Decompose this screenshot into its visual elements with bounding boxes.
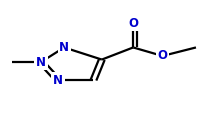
Text: N: N xyxy=(36,56,46,68)
Text: O: O xyxy=(158,49,167,62)
Text: N: N xyxy=(53,74,63,87)
Text: O: O xyxy=(128,17,138,30)
Text: N: N xyxy=(59,41,69,54)
